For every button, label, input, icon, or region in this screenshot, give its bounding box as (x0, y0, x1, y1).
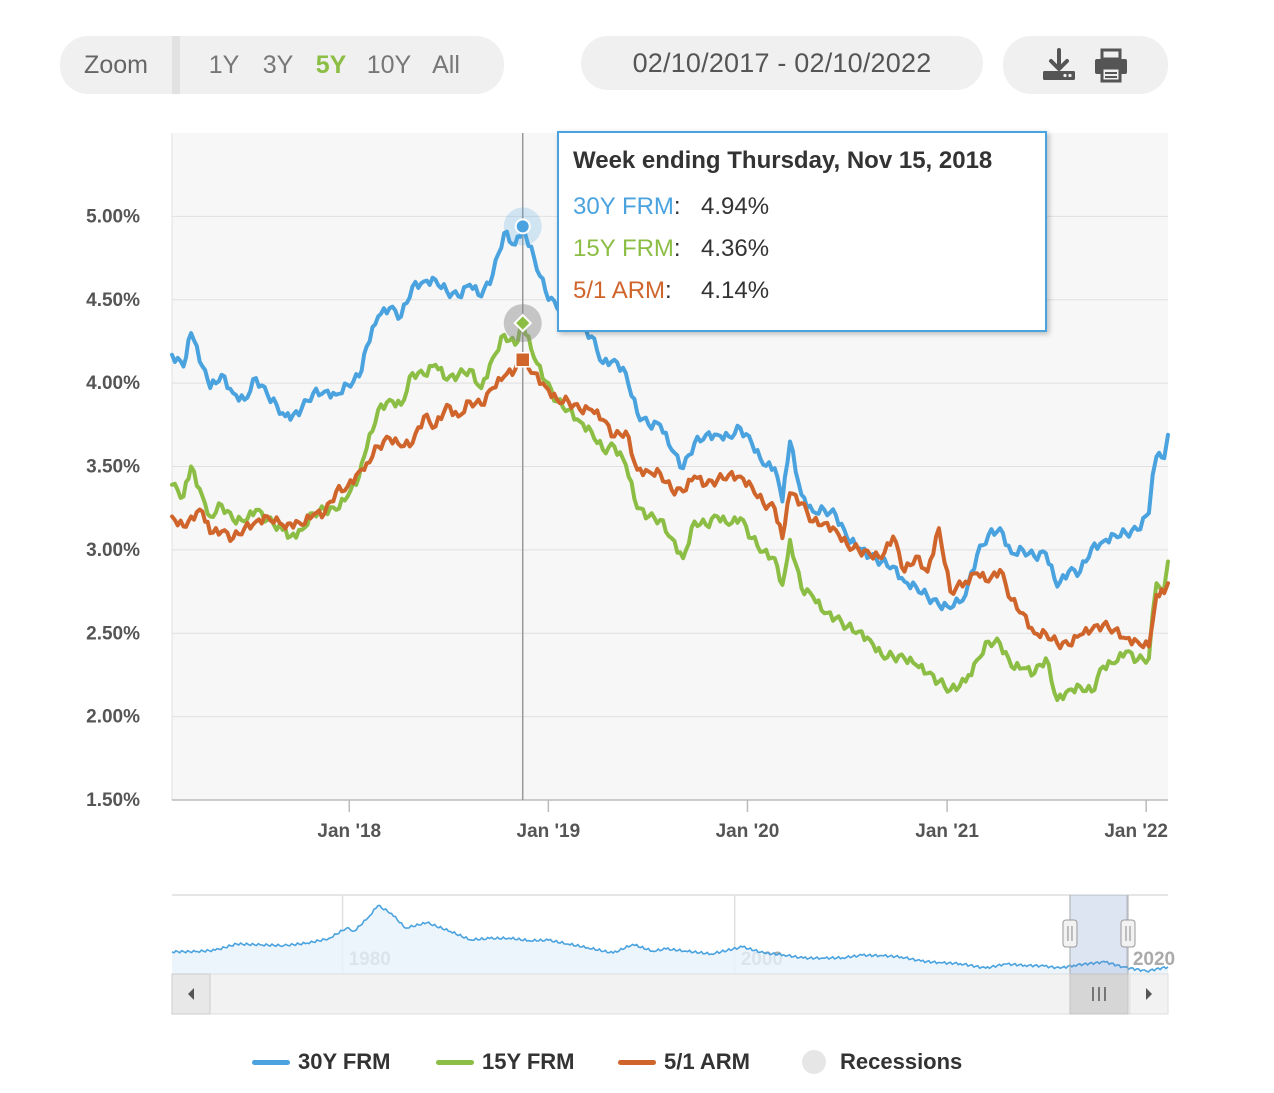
marker-30y-frm (514, 218, 531, 235)
y-tick-label: 4.00% (86, 373, 140, 394)
series-51-arm-line (170, 356, 1170, 651)
print-icon[interactable] (1091, 48, 1131, 84)
tooltip-15y-label: 15Y FRM (573, 235, 674, 262)
tooltip-row-30y: 30Y FRM: 4.94% (573, 187, 769, 227)
y-tick-label: 2.50% (86, 623, 140, 644)
legend-item-arm[interactable]: 5/1 ARM (618, 1044, 750, 1080)
legend-item-recessions[interactable]: Recessions (802, 1044, 962, 1080)
navigator-selection (1069, 895, 1128, 974)
zoom-1y-button[interactable]: 1Y (208, 51, 240, 79)
download-icon[interactable] (1039, 48, 1079, 84)
navigator-year-label: 2020 (1133, 949, 1175, 970)
tooltip-30y-label: 30Y FRM (573, 193, 674, 220)
tooltip-30y-value: 4.94% (701, 193, 770, 220)
legend-swatch-recessions (802, 1050, 826, 1074)
y-tick-label: 4.50% (86, 290, 140, 311)
legend-swatch-15y (436, 1059, 474, 1065)
zoom-divider (172, 36, 180, 94)
x-tick-label: Jan '21 (915, 821, 979, 842)
scroll-left-arrow-icon (188, 988, 194, 1000)
date-range-display[interactable]: 02/10/2017 - 02/10/2022 (581, 36, 983, 90)
series-30y-frm-line (170, 224, 1170, 612)
tooltip-title: Week ending Thursday, Nov 15, 2018 (573, 147, 993, 174)
y-tick-label: 2.00% (86, 707, 140, 728)
tooltip-row-15y: 15Y FRM: 4.36% (573, 229, 769, 269)
y-tick-label: 1.50% (86, 790, 140, 811)
export-tools (1003, 36, 1168, 94)
navigator-right-handle[interactable] (1120, 919, 1136, 948)
legend-label-15y: 15Y FRM (482, 1049, 575, 1074)
tooltip-15y-value: 4.36% (701, 235, 770, 262)
navigator-left-handle[interactable] (1062, 919, 1078, 948)
legend-label-recessions: Recessions (840, 1049, 963, 1074)
zoom-3y-button[interactable]: 3Y (262, 51, 294, 79)
legend-item-15y[interactable]: 15Y FRM (436, 1044, 575, 1080)
x-tick-label: Jan '18 (317, 821, 381, 842)
marker-51-arm (514, 352, 531, 368)
x-tick-label: Jan '19 (517, 821, 581, 842)
x-tick-label: Jan '20 (716, 821, 780, 842)
y-tick-label: 3.50% (86, 457, 140, 478)
zoom-5y-button[interactable]: 5Y (315, 51, 347, 79)
zoom-selector: Zoom 1Y 3Y 5Y 10Y All (60, 36, 504, 94)
tooltip-row-arm: 5/1 ARM: 4.14% (573, 271, 769, 311)
legend-swatch-arm (618, 1059, 656, 1065)
tooltip-arm-label: 5/1 ARM (573, 277, 666, 304)
zoom-label: Zoom (84, 51, 148, 79)
tooltip-highlight-row (573, 229, 1027, 269)
series-15y-frm-line (170, 321, 1170, 702)
x-tick-label: Jan '22 (1104, 821, 1168, 842)
legend-item-30y[interactable]: 30Y FRM (252, 1044, 391, 1080)
scroll-right-arrow-icon (1146, 988, 1152, 1000)
navigator-scrollbar-track (171, 973, 1169, 1015)
zoom-all-button[interactable]: All (432, 51, 460, 79)
marker-15y-frm (513, 313, 533, 333)
legend-label-arm: 5/1 ARM (664, 1049, 750, 1074)
legend-label-30y: 30Y FRM (298, 1049, 391, 1074)
navigator-line (171, 904, 1169, 973)
data-tooltip: Week ending Thursday, Nov 15, 2018 30Y F… (557, 131, 1047, 332)
legend-swatch-30y (252, 1059, 290, 1065)
y-tick-label: 3.00% (86, 540, 140, 561)
zoom-10y-button[interactable]: 10Y (366, 51, 412, 79)
y-tick-label: 5.00% (86, 206, 140, 227)
navigator-area (172, 905, 1168, 974)
tooltip-arm-value: 4.14% (701, 277, 770, 304)
